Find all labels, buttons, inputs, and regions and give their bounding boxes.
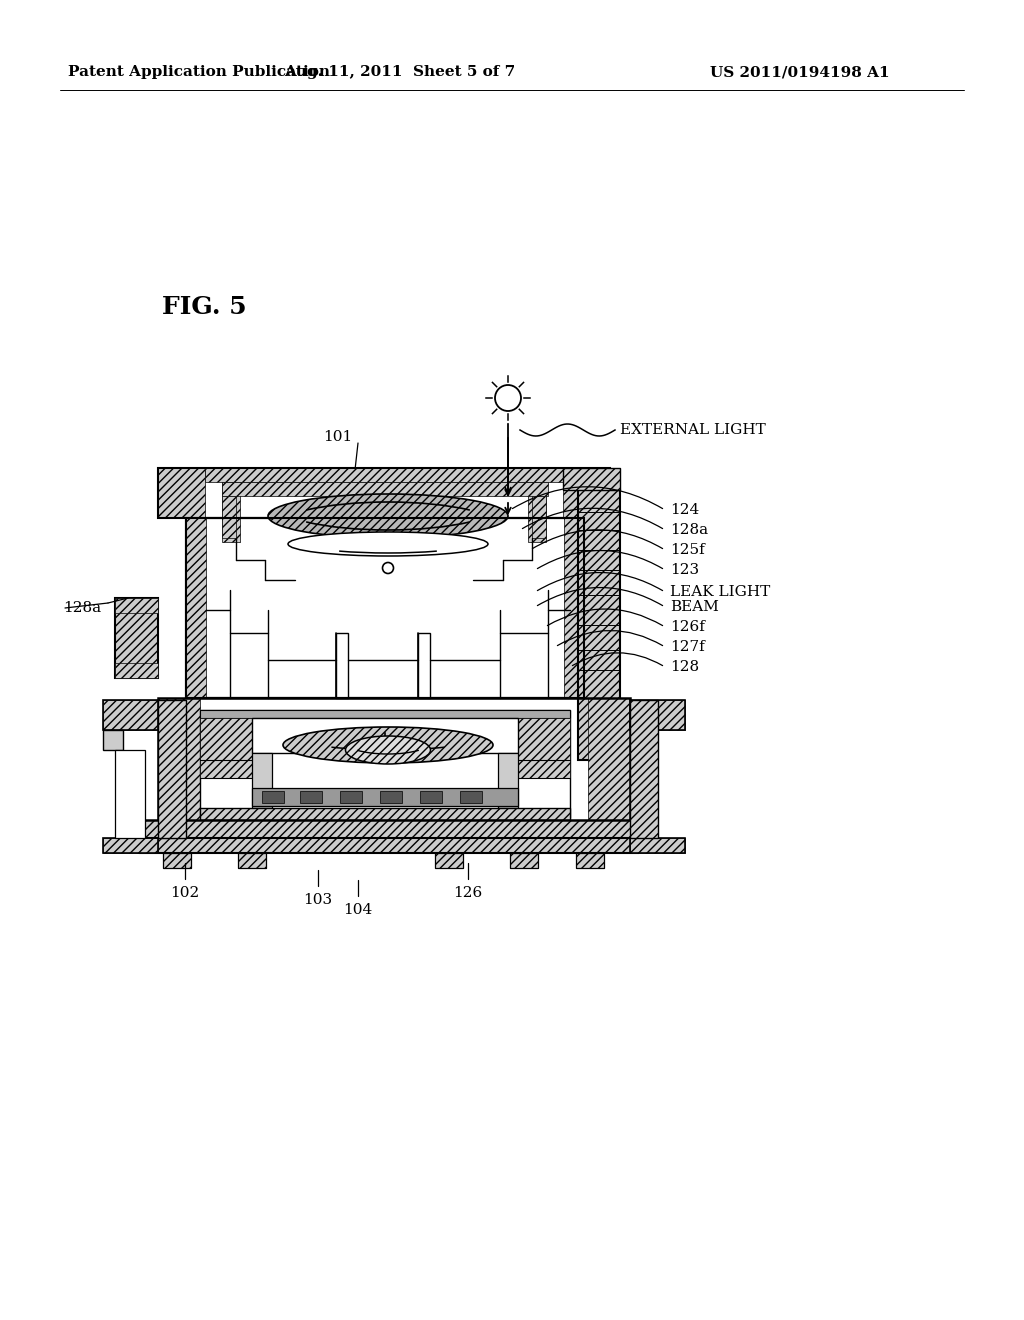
Text: FIG. 5: FIG. 5 <box>162 294 247 319</box>
Bar <box>158 469 610 517</box>
Bar <box>563 469 620 490</box>
Bar <box>380 791 402 803</box>
Bar <box>420 791 442 803</box>
Bar <box>238 853 266 869</box>
Text: 127f: 127f <box>670 640 705 653</box>
Text: 123: 123 <box>670 564 699 577</box>
Bar <box>103 838 158 853</box>
Bar <box>200 808 570 820</box>
Bar <box>252 752 272 808</box>
Bar <box>630 700 658 838</box>
Bar <box>435 853 463 869</box>
Bar <box>140 838 638 853</box>
Bar <box>103 700 158 730</box>
Text: 124: 124 <box>670 503 699 517</box>
Text: 126f: 126f <box>670 620 705 634</box>
Bar <box>588 698 630 828</box>
Text: LEAK LIGHT: LEAK LIGHT <box>670 585 770 599</box>
Bar <box>115 750 145 838</box>
Bar <box>578 490 620 760</box>
Bar <box>532 496 546 539</box>
Text: 128a: 128a <box>670 523 709 537</box>
Text: 128a: 128a <box>63 601 101 615</box>
Bar <box>186 517 584 698</box>
Bar <box>518 718 570 777</box>
Bar <box>158 700 186 838</box>
Bar <box>575 853 604 869</box>
Bar <box>140 820 638 838</box>
Text: 104: 104 <box>343 903 373 917</box>
Text: Patent Application Publication: Patent Application Publication <box>68 65 330 79</box>
Ellipse shape <box>283 727 493 763</box>
Bar <box>115 663 158 678</box>
Text: Aug. 11, 2011  Sheet 5 of 7: Aug. 11, 2011 Sheet 5 of 7 <box>285 65 516 79</box>
Bar <box>300 791 322 803</box>
Bar <box>115 598 158 678</box>
Bar <box>200 718 252 777</box>
Bar <box>158 469 205 517</box>
Bar <box>200 808 570 820</box>
Bar <box>252 718 518 752</box>
Bar <box>563 469 610 517</box>
Bar <box>630 838 685 853</box>
Text: US 2011/0194198 A1: US 2011/0194198 A1 <box>711 65 890 79</box>
Bar <box>205 469 563 482</box>
Bar <box>563 469 620 490</box>
Bar <box>262 791 284 803</box>
Text: 102: 102 <box>170 886 200 900</box>
Bar <box>630 700 685 730</box>
Bar <box>158 700 186 838</box>
Bar <box>238 853 266 869</box>
Bar <box>418 634 430 698</box>
Bar <box>252 788 518 807</box>
Bar <box>158 698 630 828</box>
Bar <box>492 718 518 752</box>
Bar <box>115 598 158 678</box>
Bar <box>578 490 620 760</box>
Bar <box>575 853 604 869</box>
Bar <box>200 710 570 818</box>
Bar <box>498 752 518 808</box>
Bar <box>435 853 463 869</box>
Text: EXTERNAL LIGHT: EXTERNAL LIGHT <box>620 422 766 437</box>
Bar <box>115 598 158 612</box>
Bar <box>222 482 548 496</box>
Bar <box>252 718 278 752</box>
Bar <box>222 482 240 543</box>
Bar <box>163 853 191 869</box>
Text: 126: 126 <box>454 886 482 900</box>
Ellipse shape <box>288 532 488 556</box>
Bar <box>140 820 638 838</box>
Bar <box>186 517 206 698</box>
Bar <box>103 730 123 750</box>
Bar <box>630 700 658 838</box>
Text: 128: 128 <box>670 660 699 675</box>
Bar <box>528 482 546 543</box>
Bar <box>336 634 348 698</box>
Text: BEAM: BEAM <box>670 601 719 614</box>
Text: 103: 103 <box>303 894 333 907</box>
Bar <box>140 838 638 853</box>
Bar <box>460 791 482 803</box>
Bar <box>630 838 685 853</box>
Bar <box>103 700 158 730</box>
Bar <box>340 791 362 803</box>
Bar <box>103 838 158 853</box>
Text: 101: 101 <box>324 430 352 444</box>
Ellipse shape <box>268 494 508 539</box>
Bar <box>510 853 538 869</box>
Bar <box>186 517 584 698</box>
Bar <box>158 698 200 828</box>
Bar <box>163 853 191 869</box>
Bar <box>564 517 584 698</box>
Bar <box>630 700 685 730</box>
Bar <box>510 853 538 869</box>
Ellipse shape <box>345 737 430 764</box>
Bar <box>222 496 236 539</box>
Bar <box>200 710 570 718</box>
Text: 125f: 125f <box>670 543 705 557</box>
